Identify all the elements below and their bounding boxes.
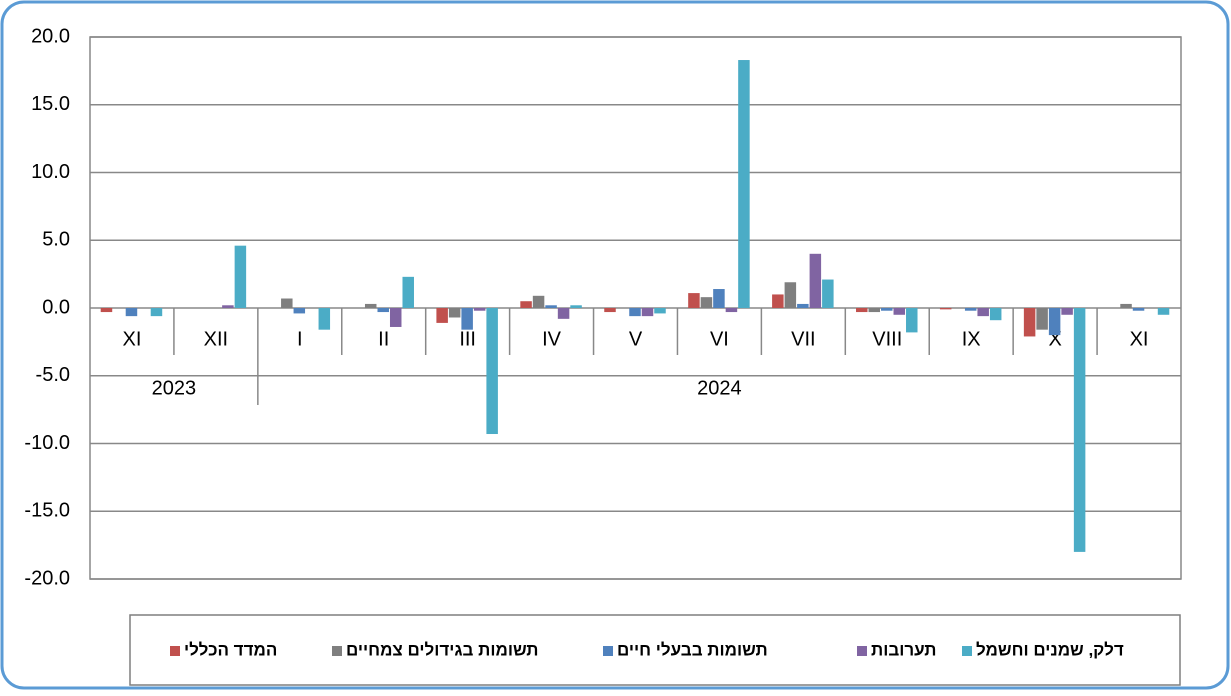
legend-marker — [170, 646, 180, 656]
y-tick-label: 20.0 — [31, 25, 70, 47]
bar — [100, 308, 113, 313]
bar — [1073, 308, 1086, 552]
bar — [436, 308, 448, 323]
x-tick-label: III — [459, 328, 476, 350]
legend-label: דלק, שמנים וחשמל — [976, 640, 1124, 659]
bar — [222, 305, 234, 308]
legend-label: המדד הכללי — [184, 640, 277, 659]
x-tick-label: V — [629, 328, 643, 350]
bar — [1120, 303, 1132, 308]
bar — [784, 282, 797, 308]
bar — [486, 308, 498, 435]
bar — [939, 308, 952, 310]
bar — [557, 308, 570, 319]
bar — [713, 289, 725, 308]
bar — [822, 279, 834, 308]
y-tick-label: -5.0 — [36, 364, 70, 386]
bar — [402, 276, 414, 308]
bar — [989, 308, 1002, 321]
x-tick-label: VI — [710, 328, 729, 350]
bar — [893, 308, 906, 315]
bar — [629, 308, 641, 317]
bar — [738, 60, 750, 308]
bar — [570, 305, 582, 308]
y-tick-label: 5.0 — [42, 229, 70, 251]
bar — [964, 308, 977, 311]
bar — [461, 308, 473, 330]
bar — [1132, 308, 1145, 311]
bar — [150, 308, 163, 317]
legend-marker — [857, 646, 867, 656]
bar — [473, 308, 486, 311]
bar — [364, 303, 377, 308]
bar — [318, 308, 331, 330]
legend-label: תשומות בגידולים צמחיים — [346, 640, 539, 659]
x-tick-label: IX — [962, 328, 981, 350]
bar — [125, 308, 138, 317]
bar — [700, 297, 713, 308]
bar — [1157, 308, 1170, 315]
legend-marker — [962, 646, 972, 656]
x-tick-label: IV — [542, 328, 562, 350]
bar — [772, 294, 784, 308]
bar — [1036, 308, 1048, 330]
bar — [906, 308, 918, 333]
year-label: 2023 — [152, 377, 197, 399]
y-tick-label: -10.0 — [24, 432, 70, 454]
bar — [725, 308, 738, 313]
bar — [604, 308, 616, 313]
y-tick-label: 10.0 — [31, 161, 70, 183]
legend-box — [129, 614, 1181, 686]
bar — [688, 293, 700, 308]
bar — [520, 301, 532, 308]
legend-marker — [603, 646, 613, 656]
x-tick-label: XI — [1130, 328, 1149, 350]
bar — [856, 308, 868, 313]
legend-label: תשומות בבעלי חיים — [617, 640, 768, 659]
bar — [293, 308, 306, 314]
y-tick-label: 0.0 — [42, 296, 70, 318]
bar — [868, 308, 881, 313]
bar — [809, 253, 822, 308]
y-tick-label: -15.0 — [24, 500, 70, 522]
x-tick-label: VIII — [872, 328, 902, 350]
bar — [234, 245, 247, 308]
legend-marker — [332, 646, 342, 656]
bar — [1048, 308, 1061, 336]
legend-label: תערובות — [871, 640, 937, 659]
x-tick-label: XII — [204, 328, 228, 350]
bar — [1023, 308, 1036, 337]
x-tick-label: XI — [123, 328, 142, 350]
year-label: 2024 — [697, 377, 742, 399]
bar — [977, 308, 989, 317]
x-tick-label: VII — [791, 328, 815, 350]
y-tick-label: -20.0 — [24, 567, 70, 589]
bar — [377, 308, 389, 313]
bar — [532, 295, 545, 308]
bar — [797, 303, 809, 308]
y-tick-label: 15.0 — [31, 93, 70, 115]
bar — [1061, 308, 1073, 315]
bar — [448, 308, 461, 318]
bar — [281, 298, 293, 308]
x-tick-label: I — [297, 328, 303, 350]
bar — [389, 308, 402, 327]
bar — [881, 308, 893, 311]
x-tick-label: II — [378, 328, 389, 350]
bar — [641, 308, 654, 317]
bar — [654, 308, 666, 314]
bar — [545, 305, 557, 308]
